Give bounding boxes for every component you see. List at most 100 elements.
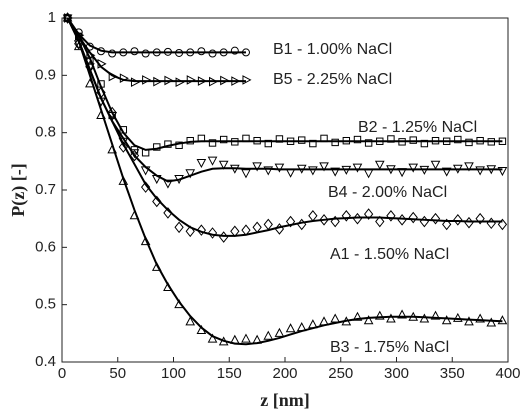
- data-marker: [141, 49, 150, 58]
- data-marker: [118, 141, 128, 153]
- data-marker: [208, 49, 217, 58]
- data-marker: [209, 76, 219, 87]
- data-marker: [419, 215, 430, 228]
- data-marker: [253, 136, 261, 145]
- data-marker: [229, 334, 240, 344]
- data-marker: [464, 162, 474, 172]
- data-marker: [497, 167, 508, 177]
- data-marker: [364, 139, 373, 147]
- data-marker: [74, 37, 84, 50]
- y-tick-label: 1: [48, 9, 56, 26]
- data-marker: [409, 136, 417, 144]
- data-marker: [398, 138, 406, 146]
- data-marker: [241, 224, 251, 236]
- data-marker: [464, 216, 474, 229]
- data-marker: [475, 313, 485, 323]
- data-marker: [274, 327, 285, 337]
- data-marker: [175, 77, 185, 88]
- data-marker: [285, 215, 296, 228]
- data-marker: [376, 137, 384, 145]
- data-marker: [453, 214, 463, 226]
- data-marker: [96, 86, 106, 99]
- data-marker: [331, 138, 339, 147]
- data-marker: [430, 160, 441, 170]
- data-marker: [174, 299, 184, 309]
- data-marker: [475, 212, 485, 225]
- x-tick-label: 100: [161, 365, 186, 382]
- data-marker: [352, 311, 363, 321]
- data-marker: [231, 76, 241, 86]
- data-marker: [151, 261, 162, 271]
- data-marker: [129, 210, 140, 220]
- data-marker: [175, 141, 183, 149]
- data-marker: [119, 73, 129, 84]
- data-marker: [486, 317, 497, 327]
- data-marker: [140, 181, 151, 193]
- data-marker: [73, 41, 84, 51]
- data-marker: [141, 149, 150, 157]
- data-marker: [186, 48, 195, 57]
- fit-line: [66, 17, 503, 151]
- series-label: A1 - 1.50% NaCl: [330, 246, 449, 263]
- data-marker: [420, 139, 429, 148]
- data-marker: [163, 207, 173, 219]
- data-marker: [397, 309, 407, 319]
- data-marker: [386, 209, 396, 222]
- data-marker: [375, 215, 385, 228]
- data-marker: [175, 48, 184, 57]
- data-marker: [174, 175, 184, 185]
- series-label: B5 - 2.25% NaCl: [273, 71, 392, 88]
- data-marker: [487, 138, 495, 146]
- data-marker: [140, 166, 151, 176]
- data-marker: [285, 168, 296, 178]
- data-marker: [163, 47, 172, 56]
- series-label: B2 - 1.25% NaCl: [358, 119, 477, 136]
- data-marker: [297, 218, 307, 231]
- data-marker: [454, 135, 462, 144]
- fit-line: [66, 17, 503, 183]
- data-marker: [386, 313, 396, 323]
- data-marker: [430, 310, 441, 320]
- data-marker: [163, 179, 173, 189]
- series-label: B4 - 2.00% NaCl: [328, 184, 447, 201]
- x-tick-label: 300: [384, 365, 409, 382]
- data-marker: [218, 336, 229, 346]
- data-marker: [207, 156, 218, 166]
- x-axis-title: z [nm]: [260, 390, 309, 410]
- data-marker: [476, 136, 484, 145]
- y-tick-label: 0.6: [35, 238, 56, 255]
- data-marker: [374, 310, 385, 320]
- data-marker: [107, 144, 118, 154]
- data-marker: [452, 312, 463, 322]
- data-marker: [374, 160, 385, 170]
- data-marker: [152, 48, 161, 57]
- data-marker: [264, 139, 272, 148]
- data-marker: [118, 175, 129, 185]
- data-marker: [108, 71, 118, 82]
- data-marker: [196, 224, 207, 236]
- data-marker: [308, 209, 318, 222]
- y-tick-label: 0.5: [35, 296, 56, 313]
- fit-line: [66, 17, 503, 237]
- data-marker: [185, 316, 196, 326]
- data-marker: [363, 169, 374, 179]
- data-marker: [219, 231, 229, 243]
- data-marker: [341, 209, 351, 222]
- data-marker: [341, 165, 352, 175]
- data-marker: [252, 162, 262, 172]
- data-marker: [97, 59, 107, 69]
- y-axis-title: P(z) [-]: [8, 163, 29, 216]
- data-marker: [386, 165, 396, 175]
- data-marker: [419, 313, 430, 323]
- data-marker: [196, 158, 207, 169]
- data-marker: [465, 138, 473, 147]
- data-marker: [497, 315, 508, 325]
- data-marker: [185, 169, 196, 179]
- data-marker: [186, 136, 194, 145]
- x-tick-label: 200: [272, 365, 297, 382]
- data-marker: [296, 322, 307, 332]
- data-marker: [308, 166, 318, 176]
- data-marker: [397, 214, 407, 226]
